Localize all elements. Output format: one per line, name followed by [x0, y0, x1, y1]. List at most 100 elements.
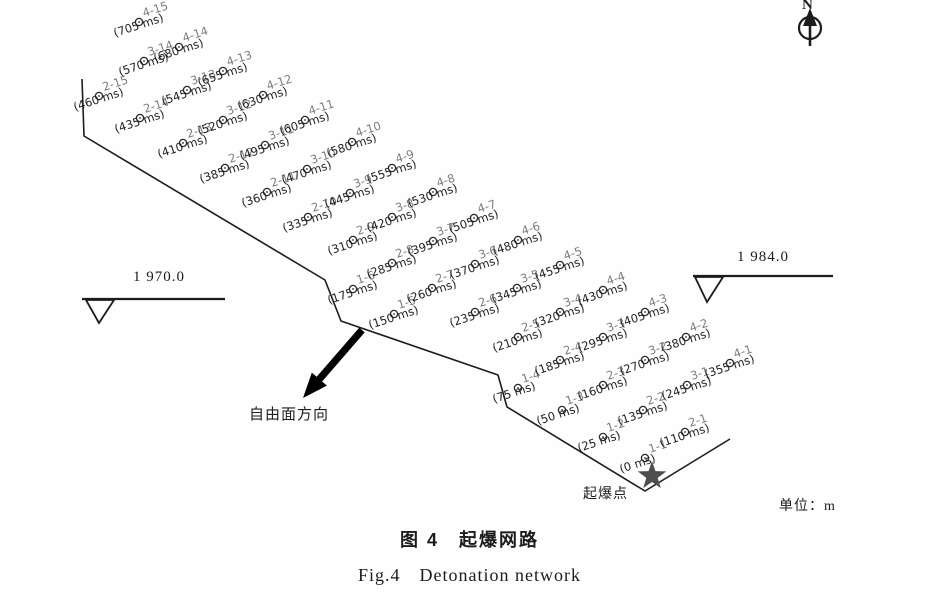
free-face-arrow-icon — [303, 327, 365, 398]
hole-marker-dot — [432, 240, 434, 242]
hole-id-label: 4-6 — [520, 219, 542, 238]
hole-marker-dot — [391, 216, 393, 218]
bench-outline — [81, 78, 731, 492]
hole-marker-dot — [602, 289, 604, 291]
hole-delay-label: (25 ms) — [576, 428, 623, 455]
hole-marker-dot — [352, 239, 354, 241]
hole-id-label: 4-2 — [688, 316, 710, 335]
north-arrow-icon — [797, 8, 823, 46]
hole-id-label: 3-5 — [519, 267, 541, 286]
hole-marker-dot — [729, 362, 731, 364]
blast-hole-4-12: 4-12(630 ms) — [236, 71, 294, 112]
blast-hole-4-3: 4-3(405 ms) — [618, 291, 672, 330]
hole-delay-label: (110 ms) — [658, 421, 712, 450]
hole-marker-dot — [559, 359, 561, 361]
blast-hole-4-2: 4-2(380 ms) — [659, 316, 713, 355]
hole-delay-label: (345 ms) — [490, 277, 544, 306]
hole-marker-dot — [307, 216, 309, 218]
hole-marker-dot — [559, 264, 561, 266]
elevation-triangle-icon — [84, 299, 116, 325]
hole-marker-dot — [517, 336, 519, 338]
unit-label: 单位：m — [779, 499, 836, 514]
hole-delay-label: (355 ms) — [703, 352, 757, 381]
hole-id-label: 2-3 — [605, 364, 627, 383]
hole-delay-label: (175 ms) — [326, 278, 380, 307]
hole-delay-label: (505 ms) — [447, 207, 501, 236]
hole-marker-dot — [431, 287, 433, 289]
hole-marker-dot — [143, 60, 145, 62]
elevation-right-label: 1 984.0 — [737, 249, 789, 265]
hole-marker-dot — [642, 409, 644, 411]
hole-delay-label: (495 ms) — [238, 134, 292, 163]
hole-marker-dot — [644, 457, 646, 459]
hole-id-label: 1-2 — [605, 416, 627, 435]
hole-delay-label: (370 ms) — [448, 253, 502, 282]
north-label: N — [802, 0, 813, 13]
hole-marker-dot — [222, 70, 224, 72]
blast-hole-4-11: 4-11(605 ms) — [278, 96, 336, 137]
hole-delay-label: (135 ms) — [616, 399, 670, 428]
figure-caption-zh: 图 4 起爆网路 — [399, 530, 539, 550]
hole-marker-dot — [222, 119, 224, 121]
hole-marker-dot — [602, 384, 604, 386]
hole-id-label: 2-1 — [687, 411, 709, 430]
hole-id-label: 3-3 — [605, 316, 627, 335]
hole-marker-dot — [644, 359, 646, 361]
hole-marker-dot — [391, 262, 393, 264]
hole-id-label: 3-8 — [394, 196, 416, 215]
hole-marker-dot — [474, 263, 476, 265]
hole-marker-dot — [178, 46, 180, 48]
hole-delay-label: (655 ms) — [196, 60, 250, 89]
hole-id-label: 4-1 — [732, 342, 754, 361]
hole-delay-label: (420 ms) — [365, 206, 419, 235]
hole-id-label: 4-5 — [562, 244, 584, 263]
elevation-marker-left — [82, 297, 225, 325]
hole-marker-dot — [561, 409, 563, 411]
blast-hole-1-4: 1-4(75 ms) — [491, 367, 542, 406]
elevation-triangle-icon — [693, 276, 725, 304]
hole-marker-dot — [517, 239, 519, 241]
elevation-marker-right — [693, 274, 833, 304]
hole-id-label: 3-6 — [477, 243, 499, 262]
hole-id-label: 1-1 — [647, 437, 669, 456]
hole-marker-dot — [644, 311, 646, 313]
figure-caption-en: Fig.4 Detonation network — [358, 565, 581, 585]
hole-delay-label: (470 ms) — [280, 158, 334, 187]
hole-delay-label: (435 ms) — [113, 107, 167, 136]
hole-id-label: 2-7 — [434, 267, 456, 286]
hole-marker-dot — [559, 311, 561, 313]
hole-marker-dot — [684, 431, 686, 433]
hole-marker-dot — [517, 387, 519, 389]
hole-marker-dot — [186, 89, 188, 91]
hole-delay-label: (580 ms) — [325, 131, 379, 160]
hole-marker-dot — [139, 117, 141, 119]
hole-delay-label: (555 ms) — [365, 157, 419, 186]
hole-delay-label: (455 ms) — [533, 254, 587, 283]
hole-delay-label: (75 ms) — [491, 379, 538, 406]
hole-id-label: 2-5 — [520, 316, 542, 335]
hole-delay-label: (680 ms) — [152, 36, 206, 65]
hole-marker-dot — [391, 167, 393, 169]
hole-marker-dot — [685, 336, 687, 338]
hole-delay-label: (460 ms) — [72, 85, 126, 114]
hole-delay-label: (430 ms) — [576, 279, 630, 308]
hole-marker-dot — [224, 167, 226, 169]
hole-marker-dot — [602, 336, 604, 338]
hole-delay-label: (605 ms) — [278, 109, 332, 138]
detonation-star-icon — [637, 461, 667, 489]
blast-hole-4-8: 4-8(530 ms) — [406, 171, 460, 210]
hole-id-label: 1-3 — [564, 389, 586, 408]
blast-hole-4-1: 4-1(355 ms) — [703, 342, 757, 381]
hole-marker-dot — [474, 311, 476, 313]
hole-id-label: 4-7 — [476, 197, 498, 216]
hole-id-label: 1-6 — [355, 268, 377, 287]
hole-delay-label: (480 ms) — [491, 229, 545, 258]
hole-marker-dot — [182, 142, 184, 144]
elevation-left-label: 1 970.0 — [133, 269, 185, 285]
hole-marker-dot — [138, 21, 140, 23]
hole-marker-dot — [306, 168, 308, 170]
hole-marker-dot — [351, 141, 353, 143]
hole-id-label: 4-9 — [394, 147, 416, 166]
hole-delay-label: (150 ms) — [367, 303, 421, 332]
blast-hole-4-15: 4-15(705 ms) — [112, 0, 170, 40]
